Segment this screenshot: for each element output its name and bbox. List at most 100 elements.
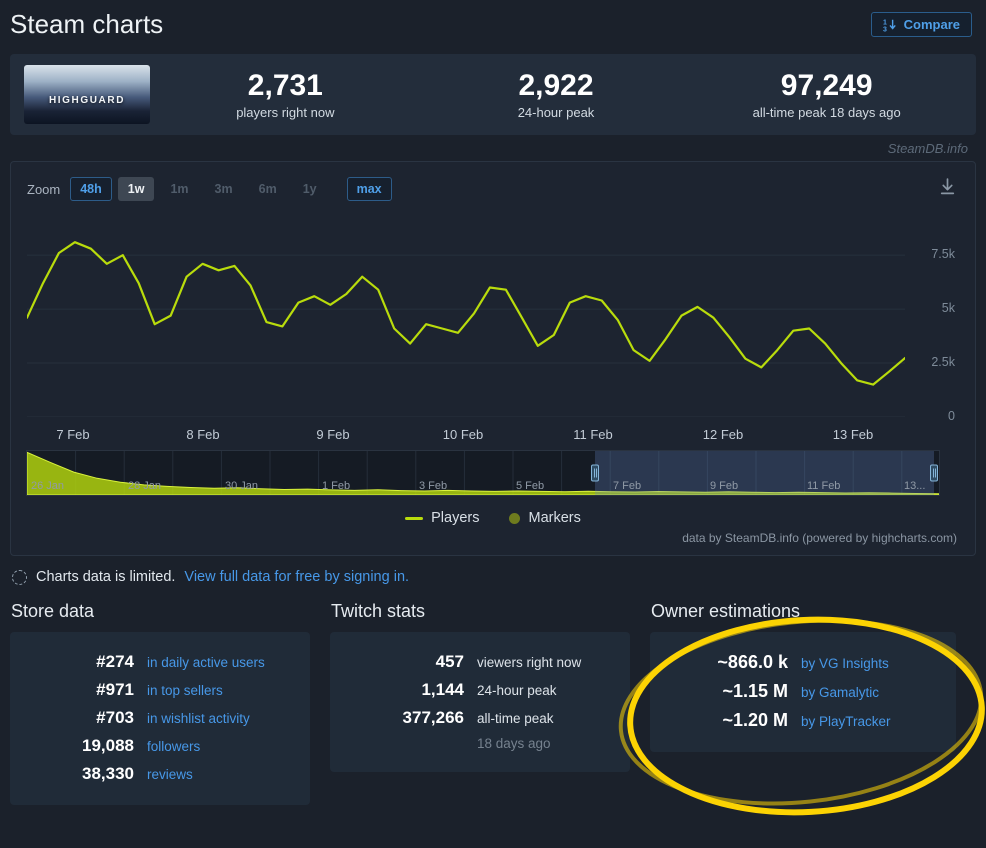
chart-navigator[interactable]: 26 Jan 28 Jan 30 Jan 1 Feb 3 Feb 5 Feb 7 Feb 9 … [26,450,940,496]
navigator-axis-label: 1 Feb [322,480,351,492]
sign-in-link[interactable]: View full data for free by signing in. [184,569,410,585]
owner-value: ~1.15 M [722,681,788,701]
stat-alltime-peak: 97,249 all-time peak 18 days ago [691,69,962,120]
table-row: #274 in daily active users [24,652,296,672]
table-row: #703 in wishlist activity [24,708,296,728]
game-capsule-image[interactable]: HIGHGUARD [24,65,150,124]
x-axis-label: 7 Feb [56,427,90,442]
twitch-value: 457 [435,652,464,671]
navigator-axis-label: 3 Feb [419,480,448,492]
table-row: 457 viewers right now [344,652,616,672]
navigator-right-handle[interactable] [930,464,939,482]
store-link[interactable]: in daily active users [147,655,265,670]
store-link[interactable]: in top sellers [147,683,223,698]
download-icon[interactable] [938,177,957,201]
stat-value: 2,922 [518,69,594,103]
y-axis-label: 5k [941,301,955,316]
twitch-stats-section: Twitch stats 457 viewers right now 1,144… [330,589,630,772]
legend-players-label: Players [431,510,480,526]
twitch-footnote: 18 days ago [477,736,551,751]
limited-data-notice: Charts data is limited. View full data f… [0,556,986,585]
zoom-max-button[interactable]: max [346,177,392,201]
y-axis-label: 7.5k [931,247,955,262]
store-data-panel: #274 in daily active users #971 in top s… [10,632,310,805]
zoom-3m-button[interactable]: 3m [205,177,243,201]
zoom-1m-button[interactable]: 1m [160,177,198,201]
twitch-stats-panel: 457 viewers right now 1,144 24-hour peak… [330,632,630,772]
x-axis-label: 12 Feb [702,427,744,442]
twitch-value: 1,144 [421,680,464,699]
svg-text:3: 3 [883,26,887,31]
owner-value: ~1.20 M [722,710,788,730]
bottom-sections: Store data #274 in daily active users #9… [0,589,986,805]
navigator-axis-label: 13... [904,480,926,492]
x-axis-label: 13 Feb [832,427,874,442]
zoom-48h-button[interactable]: 48h [70,177,112,201]
owner-value: ~866.0 k [717,652,788,672]
store-link[interactable]: in wishlist activity [147,711,250,726]
dashed-circle-icon [12,569,27,585]
legend-item-players[interactable]: Players [405,510,479,526]
navigator-axis-label: 30 Jan [225,480,259,492]
compare-button[interactable]: 1 3 Compare [870,12,972,37]
game-capsule-title: HIGHGUARD [48,95,126,106]
twitch-label: 24-hour peak [477,683,557,698]
players-line-chart[interactable]: 0 2.5k 5k 7.5k [25,212,961,423]
chart-legend: Players Markers [27,507,959,529]
legend-item-markers[interactable]: Markers [509,510,581,526]
stat-label: all-time peak 18 days ago [752,104,901,120]
twitch-stats-title: Twitch stats [331,601,426,621]
store-link[interactable]: reviews [147,767,193,782]
store-value: 19,088 [82,736,134,755]
x-axis: 7 Feb 8 Feb 9 Feb 10 Feb 11 Feb 12 Feb 13 Feb [27,421,959,449]
zoom-1y-button[interactable]: 1y [293,177,327,201]
zoom-1w-button[interactable]: 1w [117,177,155,201]
navigator-axis-label: 5 Feb [516,480,545,492]
store-data-section: Store data #274 in daily active users #9… [10,589,310,805]
owner-source-link[interactable]: by PlayTracker [801,714,891,729]
navigator-left-handle[interactable] [591,464,600,482]
navigator-selected-range[interactable] [595,451,935,495]
svg-text:1: 1 [883,19,887,26]
chart-credit: data by SteamDB.info (powered by highcha… [682,531,957,545]
store-link[interactable]: followers [147,739,201,754]
twitch-value: 377,266 [402,708,464,727]
table-row: ~866.0 k by VG Insights [664,652,942,673]
owner-estimations-title: Owner estimations [651,601,801,621]
markers-dot-swatch-icon [509,512,521,524]
table-row: 19,088 followers [24,736,296,756]
table-row: ~1.15 M by Gamalytic [664,681,942,702]
stat-label: players right now [236,104,335,120]
chart-panel: Zoom 48h 1w 1m 3m 6m 1y max 0 2.5k 5k 7.5k … [10,161,976,556]
table-row: 38,330 reviews [24,764,296,784]
table-row: ~1.20 M by PlayTracker [664,710,942,731]
owner-source-link[interactable]: by VG Insights [801,656,889,671]
navigator-axis-label: 7 Feb [613,480,642,492]
x-axis-label: 11 Feb [573,427,613,442]
x-axis-label: 9 Feb [316,427,350,442]
zoom-6m-button[interactable]: 6m [249,177,287,201]
steamdb-watermark: SteamDB.info [887,141,968,156]
table-row: 18 days ago [344,736,616,751]
store-value: 38,330 [82,764,134,783]
x-axis-label: 10 Feb [442,427,484,442]
page-header: Steam charts 1 3 Compare [0,0,986,44]
twitch-label: viewers right now [477,655,582,670]
chart-plot-area[interactable] [25,212,907,418]
stat-value: 97,249 [780,69,873,103]
notice-text: Charts data is limited. [36,569,176,585]
stat-24h-peak: 2,922 24-hour peak [421,69,692,120]
legend-markers-label: Markers [528,510,581,526]
zoom-controls: Zoom 48h 1w 1m 3m 6m 1y max [27,176,959,202]
owner-source-link[interactable]: by Gamalytic [801,685,880,700]
store-value: #971 [96,680,134,699]
table-row: 377,266 all-time peak [344,708,616,728]
zoom-label: Zoom [27,181,61,197]
navigator-axis-label: 28 Jan [128,480,162,492]
stat-value: 2,731 [247,69,323,103]
store-value: #274 [96,652,134,671]
y-axis: 0 2.5k 5k 7.5k [909,212,961,423]
stat-label: 24-hour peak [517,104,595,120]
navigator-axis-label: 9 Feb [710,480,739,492]
